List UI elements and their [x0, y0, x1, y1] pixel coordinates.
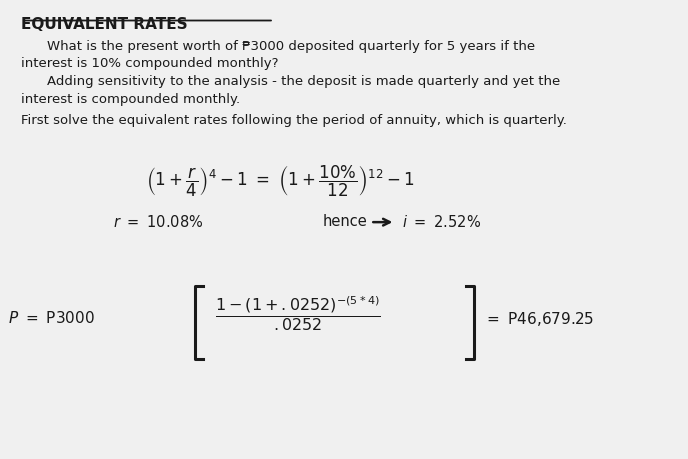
Text: EQUIVALENT RATES: EQUIVALENT RATES	[21, 17, 188, 32]
Text: $i\ =\ 2.52\%$: $i\ =\ 2.52\%$	[402, 213, 481, 230]
Text: $r\ =\ 10.08\%$: $r\ =\ 10.08\%$	[113, 213, 204, 230]
Text: What is the present worth of ₱3000 deposited quarterly for 5 years if the: What is the present worth of ₱3000 depos…	[47, 40, 535, 53]
Text: $P\ =\ \mathbf{\text{P}}3000$: $P\ =\ \mathbf{\text{P}}3000$	[8, 309, 95, 325]
Text: First solve the equivalent rates following the period of annuity, which is quart: First solve the equivalent rates followi…	[21, 114, 567, 127]
Text: interest is compounded monthly.: interest is compounded monthly.	[21, 93, 240, 106]
Text: Adding sensitivity to the analysis - the deposit is made quarterly and yet the: Adding sensitivity to the analysis - the…	[47, 75, 561, 88]
Text: hence: hence	[323, 213, 368, 229]
Text: $=\ \mathbf{\text{P}}46{,}679.25$: $=\ \mathbf{\text{P}}46{,}679.25$	[484, 309, 594, 327]
Text: $\left(1+\dfrac{r}{4}\right)^{4}-1\ =\ \left(1+\dfrac{10\%}{12}\right)^{12}-1$: $\left(1+\dfrac{r}{4}\right)^{4}-1\ =\ \…	[146, 163, 414, 198]
Text: interest is 10% compounded monthly?: interest is 10% compounded monthly?	[21, 57, 279, 70]
Text: $\dfrac{1-\left(1+.0252\right)^{-(5*4)}}{.0252}$: $\dfrac{1-\left(1+.0252\right)^{-(5*4)}}…	[215, 293, 380, 332]
